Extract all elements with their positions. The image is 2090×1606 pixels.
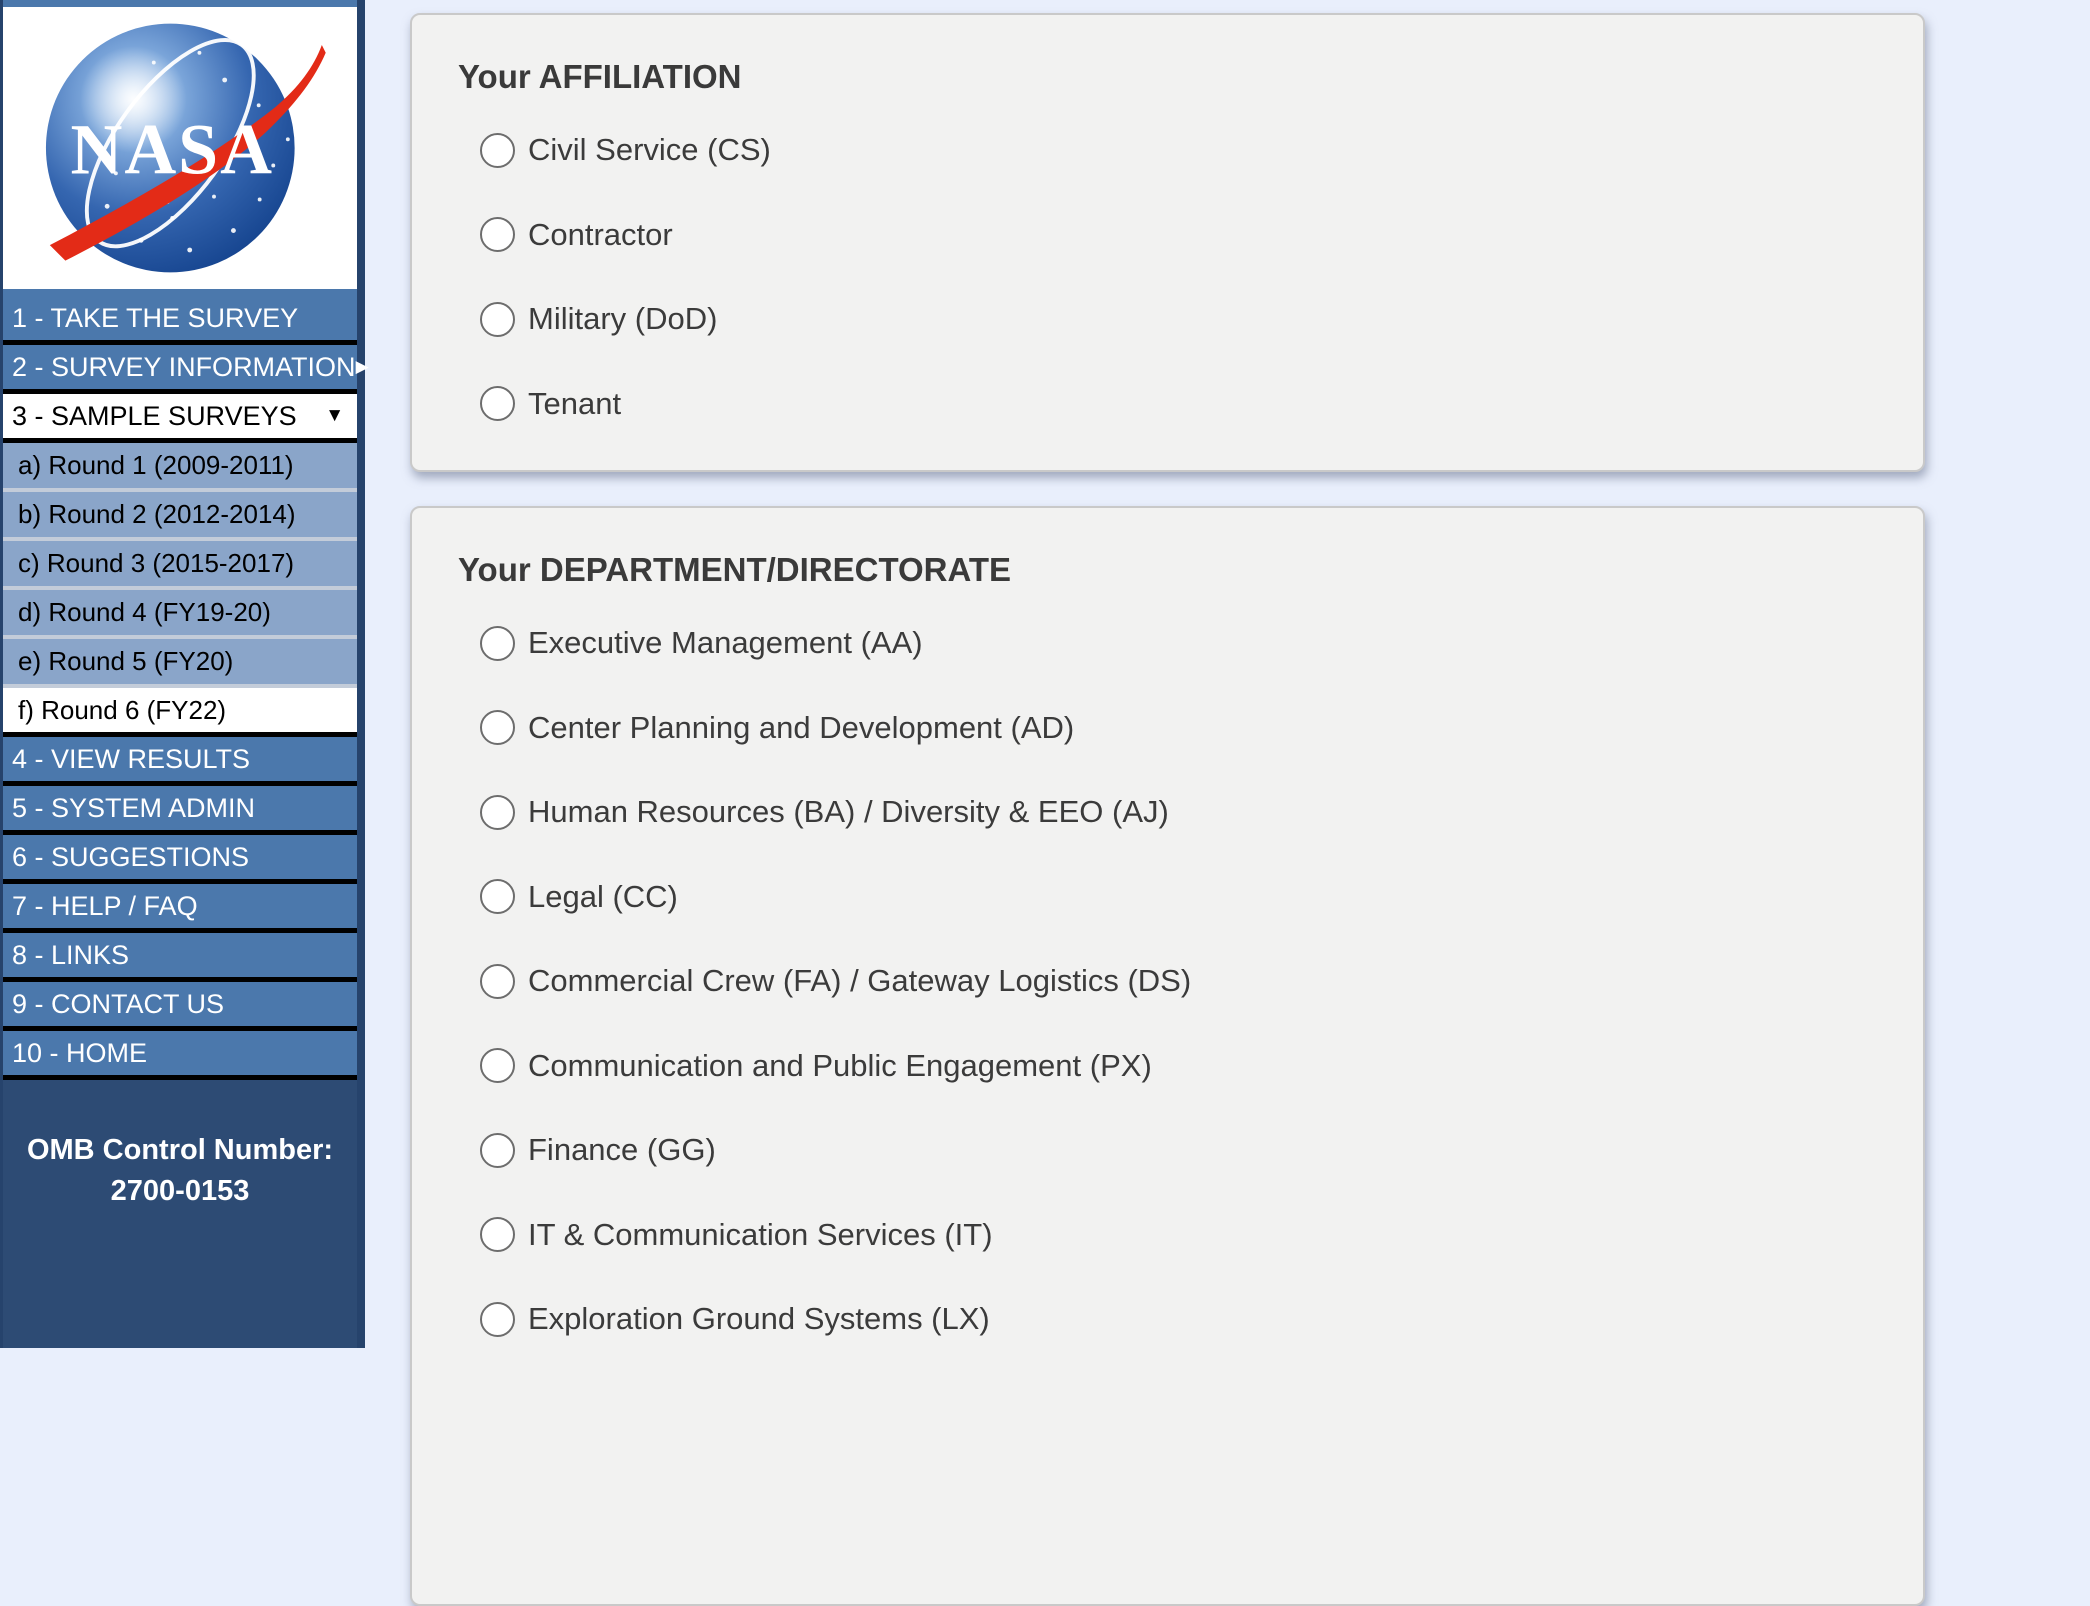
option-label-human-resources[interactable]: Human Resources (BA) / Diversity & EEO (… [528,794,1169,830]
sidebar-item-help-faq[interactable]: 7 - HELP / FAQ [3,884,357,933]
option-label-communication-engagement[interactable]: Communication and Public Engagement (PX) [528,1047,1152,1083]
option-label-center-planning[interactable]: Center Planning and Development (AD) [528,709,1075,745]
radio-executive-management[interactable] [480,625,515,661]
option-label-civil-service[interactable]: Civil Service (CS) [528,132,771,168]
option-row-military: Military (DoD) [480,277,1883,362]
survey-form: Your AFFILIATION Civil Service (CS) Cont… [410,13,1925,1606]
radio-finance[interactable] [480,1132,515,1168]
radio-it-services[interactable] [480,1217,515,1253]
option-label-tenant[interactable]: Tenant [528,385,622,421]
sidebar-menu: 1 - TAKE THE SURVEY 2 - SURVEY INFORMATI… [3,296,369,1080]
sidebar-item-suggestions[interactable]: 6 - SUGGESTIONS [3,835,357,884]
sidebar-subitem-round-4[interactable]: d) Round 4 (FY19-20) [3,590,357,639]
sidebar-item-sample-surveys[interactable]: 3 - SAMPLE SURVEYS ▼ [3,394,357,443]
affiliation-options: Civil Service (CS) Contractor Military (… [480,108,1883,446]
sidebar-item-take-the-survey[interactable]: 1 - TAKE THE SURVEY [3,296,357,345]
sidebar-item-label: 7 - HELP / FAQ [12,890,198,921]
option-row-exploration-ground-systems: Exploration Ground Systems (LX) [480,1277,1883,1362]
sidebar-subitem-label: c) Round 3 (2015-2017) [18,548,295,578]
option-row-tenant: Tenant [480,362,1883,447]
sidebar-subitem-label: a) Round 1 (2009-2011) [18,450,294,480]
sidebar-item-label: 10 - HOME [12,1037,148,1068]
radio-tenant[interactable] [480,386,515,422]
option-row-contractor: Contractor [480,193,1883,278]
arrow-down-icon: ▼ [325,405,344,426]
radio-military[interactable] [480,301,515,337]
radio-civil-service[interactable] [480,132,515,168]
radio-communication-engagement[interactable] [480,1048,515,1084]
sidebar-item-label: 9 - CONTACT US [12,988,225,1019]
nasa-logo-text: NASA [70,109,273,189]
sidebar-item-survey-information[interactable]: 2 - SURVEY INFORMATION ▶ [3,345,369,394]
sidebar-item-contact-us[interactable]: 9 - CONTACT US [3,982,357,1031]
option-row-human-resources: Human Resources (BA) / Diversity & EEO (… [480,770,1883,855]
radio-contractor[interactable] [480,217,515,253]
option-label-executive-management[interactable]: Executive Management (AA) [528,625,923,661]
radio-legal[interactable] [480,879,515,915]
radio-exploration-ground-systems[interactable] [480,1301,515,1337]
sidebar-subitem-round-6[interactable]: f) Round 6 (FY22) [3,688,357,737]
sidebar-subitem-round-2[interactable]: b) Round 2 (2012-2014) [3,492,357,541]
option-label-finance[interactable]: Finance (GG) [528,1132,716,1168]
option-label-legal[interactable]: Legal (CC) [528,878,678,914]
option-row-it-services: IT & Communication Services (IT) [480,1193,1883,1278]
sidebar: NASA 1 - TAKE THE SURVEY 2 - SURVEY INFO… [0,0,369,1348]
sidebar-subitem-round-3[interactable]: c) Round 3 (2015-2017) [3,541,357,590]
option-row-executive-management: Executive Management (AA) [480,601,1883,686]
sidebar-item-system-admin[interactable]: 5 - SYSTEM ADMIN [3,786,357,835]
option-row-civil-service: Civil Service (CS) [480,108,1883,193]
option-label-military[interactable]: Military (DoD) [528,301,718,337]
sidebar-item-links[interactable]: 8 - LINKS [3,933,357,982]
option-row-communication-engagement: Communication and Public Engagement (PX) [480,1024,1883,1109]
sidebar-item-label: 3 - SAMPLE SURVEYS [12,400,297,431]
radio-center-planning[interactable] [480,710,515,746]
sidebar-item-home[interactable]: 10 - HOME [3,1031,357,1080]
section-department: Your DEPARTMENT/DIRECTORATE Executive Ma… [410,506,1925,1606]
sidebar-item-label: 1 - TAKE THE SURVEY [12,302,299,333]
sidebar-subitem-round-1[interactable]: a) Round 1 (2009-2011) [3,443,357,492]
sidebar-subitem-label: d) Round 4 (FY19-20) [18,597,271,627]
omb-line-1: OMB Control Number: [26,1134,334,1166]
affiliation-title: Your AFFILIATION [458,58,742,95]
sidebar-item-label: 8 - LINKS [12,939,130,970]
arrow-right-icon: ▶ [355,357,369,376]
sidebar-subitem-label: b) Round 2 (2012-2014) [18,499,296,529]
option-label-it-services[interactable]: IT & Communication Services (IT) [528,1216,993,1252]
option-row-commercial-crew: Commercial Crew (FA) / Gateway Logistics… [480,939,1883,1024]
option-label-exploration-ground-systems[interactable]: Exploration Ground Systems (LX) [528,1301,990,1337]
nasa-logo-image: NASA [45,23,326,273]
sidebar-item-view-results[interactable]: 4 - VIEW RESULTS [3,737,357,786]
radio-commercial-crew[interactable] [480,963,515,999]
department-options: Executive Management (AA) Center Plannin… [480,601,1883,1362]
sidebar-item-label: 6 - SUGGESTIONS [12,841,250,872]
omb-line-2: 2700-0153 [110,1175,250,1207]
option-row-center-planning: Center Planning and Development (AD) [480,686,1883,771]
department-title: Your DEPARTMENT/DIRECTORATE [458,551,1012,588]
sidebar-subitem-round-5[interactable]: e) Round 5 (FY20) [3,639,357,688]
omb-control-number: OMB Control Number: 2700-0153 [3,1080,357,1348]
option-label-contractor[interactable]: Contractor [528,216,673,252]
sidebar-item-label: 2 - SURVEY INFORMATION [12,351,356,382]
section-affiliation: Your AFFILIATION Civil Service (CS) Cont… [410,13,1925,472]
option-label-commercial-crew[interactable]: Commercial Crew (FA) / Gateway Logistics… [528,963,1192,999]
sidebar-item-label: 4 - VIEW RESULTS [12,743,251,774]
radio-human-resources[interactable] [480,794,515,830]
sidebar-subitem-label: e) Round 5 (FY20) [18,646,234,676]
option-row-finance: Finance (GG) [480,1108,1883,1193]
option-row-legal: Legal (CC) [480,855,1883,940]
sidebar-item-label: 5 - SYSTEM ADMIN [12,792,256,823]
sidebar-subitem-label: f) Round 6 (FY22) [18,694,227,725]
nasa-logo[interactable]: NASA [3,7,357,289]
